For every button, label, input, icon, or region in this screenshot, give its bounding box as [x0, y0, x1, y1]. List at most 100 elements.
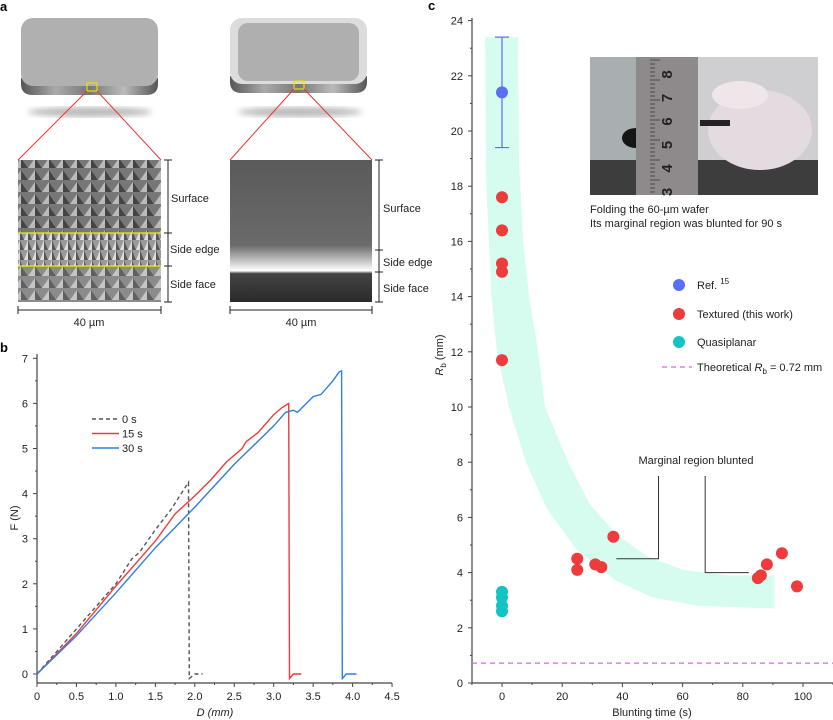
x-tick-label: 3.0 [266, 691, 281, 703]
region-label-surface: Surface [383, 203, 421, 215]
textured-wafer-illustration [17, 18, 162, 161]
legend-label: 30 s [122, 443, 143, 455]
y-tick-label: 6 [22, 398, 28, 410]
data-point-quasiplanar [496, 591, 508, 604]
y-tick-label: 8 [457, 457, 463, 469]
region-label-surface: Surface [171, 193, 209, 205]
y-tick-label: 10 [451, 402, 463, 414]
legend-label: Ref. 15 [697, 277, 730, 292]
legend-marker [673, 308, 685, 320]
x-tick-label: 0 [499, 691, 505, 703]
data-point-textured [496, 191, 508, 204]
y-tick-label: 1 [22, 624, 28, 636]
x-tick-label: 4.5 [384, 691, 399, 703]
series-line-15s [36, 402, 302, 681]
x-tick-label: 2.5 [227, 691, 242, 703]
data-point-quasiplanar [496, 605, 508, 618]
y-tick-label: 3 [22, 534, 28, 546]
data-point-textured [496, 265, 508, 278]
legend-label: 15 s [122, 429, 143, 441]
x-tick-label: 3.5 [306, 691, 321, 703]
data-point-textured [571, 552, 584, 565]
legend-label-theoretical: Theoretical Rb = 0.72 mm [697, 362, 822, 376]
zoom-box [86, 82, 98, 92]
data-point-textured [760, 558, 773, 571]
y-tick-label: 18 [451, 181, 463, 193]
ruler-number: 6 [659, 117, 676, 125]
y-tick-label: 0 [457, 678, 463, 690]
ruler-number: 8 [659, 70, 676, 78]
data-point-textured [775, 547, 788, 560]
data-point-textured [607, 530, 620, 543]
data-point-textured [496, 257, 508, 270]
y-tick-label: 5 [22, 444, 28, 456]
legend-label: Quasiplanar [697, 337, 757, 349]
ruler-number: 4 [659, 164, 676, 173]
x-axis-label: Blunting time (s) [612, 707, 691, 719]
scale-bar-label: 40 µm [74, 317, 105, 329]
y-tick-label: 14 [451, 292, 463, 304]
data-point-textured [571, 563, 584, 576]
region-label-side-face: Side face [170, 279, 216, 291]
annotation-bracket-right [704, 476, 749, 574]
series-line-30s [36, 369, 357, 681]
y-tick-label: 20 [451, 126, 463, 138]
y-tick-label: 24 [451, 16, 463, 28]
y-tick-label: 4 [457, 568, 463, 580]
x-tick-label: 80 [737, 691, 749, 703]
region-label-side-edge: Side edge [170, 244, 220, 256]
ruler-number: 3 [659, 188, 676, 196]
y-tick-label: 2 [22, 579, 28, 591]
data-point-textured [496, 224, 508, 237]
inset-photo: 3 4 5 6 7 8 [590, 57, 818, 196]
inset-caption-line-1: Folding the 60-µm wafer [590, 204, 709, 216]
panel-label-a: a [0, 0, 8, 14]
trend-band [485, 37, 775, 609]
legend-marker [673, 279, 685, 291]
x-tick-label: 1.0 [108, 691, 123, 703]
y-tick-label: 7 [22, 353, 28, 365]
legend-marker [673, 336, 685, 348]
y-tick-label: 22 [451, 71, 463, 83]
data-point-textured [790, 580, 803, 593]
ruler-number: 7 [659, 94, 676, 102]
region-label-side-face: Side face [383, 283, 429, 295]
series-line-0s [36, 479, 203, 680]
y-tick-label: 12 [451, 347, 463, 359]
panel-a: a Surface Side edge Sid [0, 0, 433, 329]
legend-label: Textured (this work) [697, 309, 793, 321]
ruler: 3 4 5 6 7 8 [650, 59, 676, 196]
panel-label-b: b [0, 340, 8, 355]
y-axis-label: Rb (mm) [434, 334, 448, 375]
x-tick-label: 60 [676, 691, 688, 703]
data-point-textured [595, 561, 608, 574]
y-tick-label: 4 [22, 489, 28, 501]
y-axis-label: F (N) [9, 505, 21, 530]
y-tick-label: 0 [22, 669, 28, 681]
legend-label: 0 s [122, 414, 137, 426]
x-tick-label: 0.5 [69, 691, 84, 703]
x-tick-label: 20 [556, 691, 568, 703]
data-point-ref [496, 86, 508, 99]
annotation-bracket-left [616, 476, 660, 560]
panel-label-c: c [428, 0, 435, 13]
y-tick-label: 6 [457, 512, 463, 524]
annotation-marginal-region-blunted: Marginal region blunted [639, 455, 754, 467]
scale-bar-label: 40 µm [286, 317, 317, 329]
x-axis-label: D (mm) [197, 707, 234, 719]
y-tick-label: 2 [457, 623, 463, 635]
ruler-number: 5 [659, 141, 676, 149]
region-label-side-edge: Side edge [383, 257, 433, 269]
panel-c-chart: c 3 4 5 6 7 8 Folding the 60-µm wafer Its mar… [428, 0, 833, 719]
y-tick-label: 16 [451, 236, 463, 248]
x-tick-label: 40 [616, 691, 628, 703]
panel-b-chart: b 0 0.5 1.0 1.5 2.0 2.5 3.0 3.5 4.0 4.5 0 1 2 3 4 5 6 7 D … [0, 340, 400, 719]
blunted-wafer-illustration [229, 18, 373, 161]
blunted-sem-image: Surface Side edge Side face 40 µm [229, 159, 433, 329]
data-point-textured [754, 569, 767, 582]
x-tick-label: 4.0 [345, 691, 360, 703]
x-tick-label: 1.5 [148, 691, 163, 703]
x-tick-label: 0 [34, 691, 40, 703]
textured-sem-image: Surface Side edge Side face 40 µm [17, 159, 220, 329]
